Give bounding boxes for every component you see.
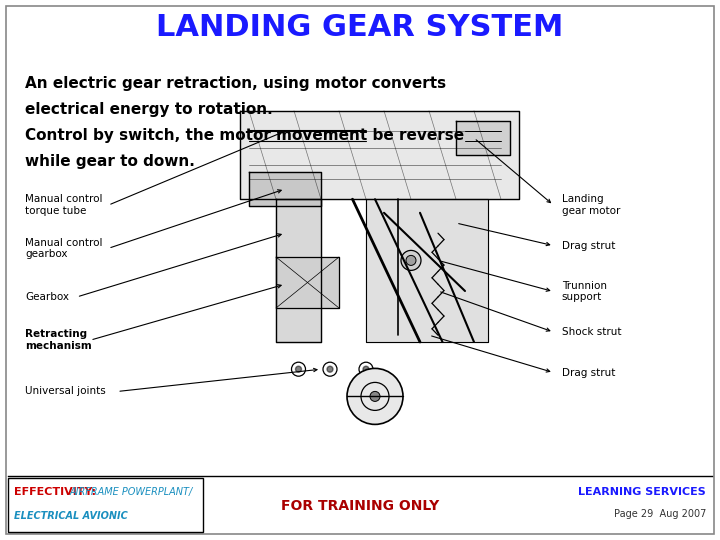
Circle shape (327, 366, 333, 372)
Polygon shape (456, 121, 510, 155)
Circle shape (370, 392, 380, 401)
Text: while gear to down.: while gear to down. (25, 154, 195, 169)
Polygon shape (249, 172, 321, 206)
Text: Universal joints: Universal joints (25, 387, 106, 396)
Text: electrical energy to rotation.: electrical energy to rotation. (25, 102, 273, 117)
Text: FOR TRAINING ONLY: FOR TRAINING ONLY (281, 499, 439, 513)
Circle shape (406, 255, 416, 265)
Circle shape (295, 366, 302, 372)
Polygon shape (276, 199, 321, 342)
Polygon shape (240, 111, 519, 199)
Text: Page 29  Aug 2007: Page 29 Aug 2007 (613, 509, 706, 519)
Text: Drag strut: Drag strut (562, 241, 615, 251)
Circle shape (363, 366, 369, 372)
Text: LEARNING SERVICES: LEARNING SERVICES (578, 487, 706, 497)
Circle shape (401, 251, 421, 271)
Text: Manual control
gearbox: Manual control gearbox (25, 238, 103, 259)
Text: Gearbox: Gearbox (25, 292, 69, 302)
Text: AIRFRAME POWERPLANT/: AIRFRAME POWERPLANT/ (70, 487, 193, 497)
Text: LANDING GEAR SYSTEM: LANDING GEAR SYSTEM (156, 14, 564, 43)
Text: Landing
gear motor: Landing gear motor (562, 194, 620, 216)
Text: ELECTRICAL AVIONIC: ELECTRICAL AVIONIC (14, 511, 127, 521)
Polygon shape (276, 257, 339, 308)
Text: Drag strut: Drag strut (562, 368, 615, 377)
Text: Retracting
mechanism: Retracting mechanism (25, 329, 92, 351)
Text: Control by switch, the motor movement be reverse: Control by switch, the motor movement be… (25, 128, 464, 143)
Text: Manual control
torque tube: Manual control torque tube (25, 194, 103, 216)
Text: Shock strut: Shock strut (562, 327, 621, 337)
Text: Trunnion
support: Trunnion support (562, 281, 606, 302)
Circle shape (347, 368, 403, 424)
Text: EFFECTIVITY:: EFFECTIVITY: (14, 487, 96, 497)
Polygon shape (366, 199, 487, 342)
Text: An electric gear retraction, using motor converts: An electric gear retraction, using motor… (25, 76, 446, 91)
